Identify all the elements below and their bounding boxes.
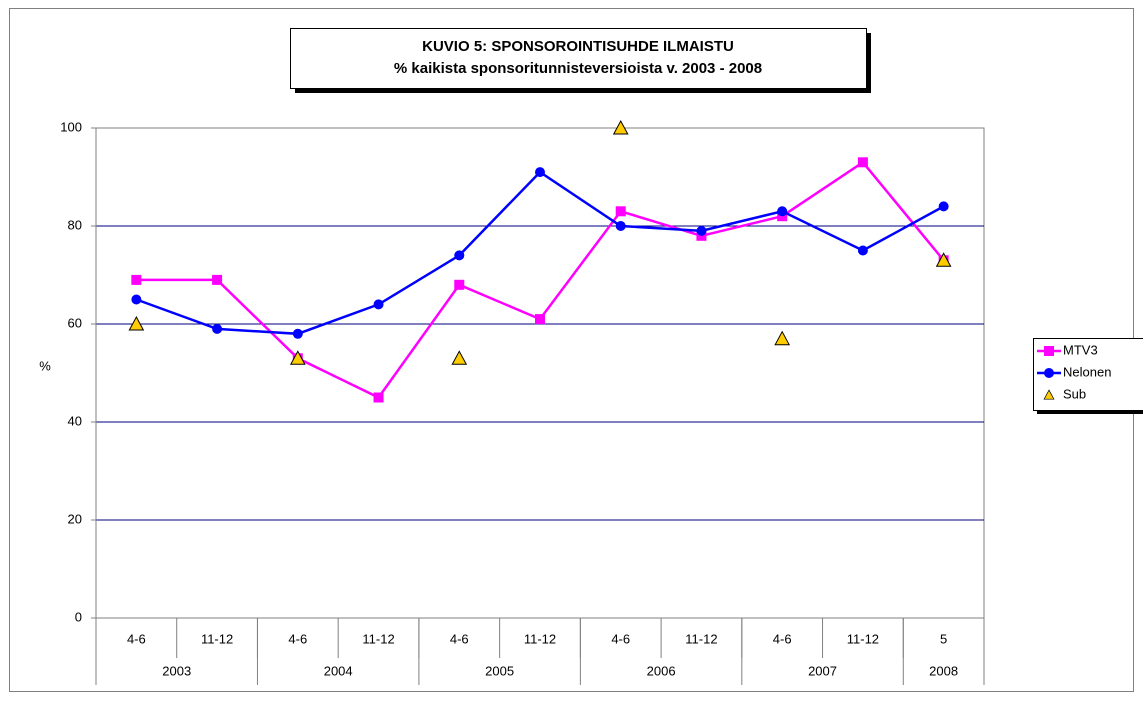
plot-area: [95, 127, 985, 619]
x-tick-label: 4-6: [127, 631, 146, 646]
data-point: [373, 392, 384, 403]
data-point: [615, 206, 626, 217]
data-point: [935, 252, 952, 267]
y-axis-label: %: [39, 358, 51, 373]
data-point: [292, 328, 303, 339]
chart-title: KUVIO 5: SPONSOROINTISUHDE ILMAISTU: [422, 38, 734, 55]
data-point: [615, 221, 626, 231]
data-point: [857, 157, 868, 168]
data-point: [612, 119, 629, 135]
data-point: [454, 250, 465, 261]
legend-label: Nelonen: [1063, 364, 1111, 379]
x-group-label: 2007: [808, 663, 837, 678]
legend-marker: [1043, 389, 1055, 400]
data-point: [535, 167, 545, 178]
x-group-label: 2004: [324, 663, 353, 678]
x-tick-label: 5: [940, 631, 947, 646]
data-point: [131, 274, 142, 285]
data-point: [535, 314, 545, 325]
y-tick-label: 100: [60, 119, 82, 134]
title-box: [290, 28, 867, 89]
x-tick-label: 4-6: [288, 631, 307, 646]
data-point: [857, 245, 868, 256]
data-point: [454, 279, 465, 290]
x-group-label: 2008: [929, 663, 958, 678]
x-group-label: 2005: [485, 663, 514, 678]
y-tick-label: 20: [68, 511, 82, 526]
y-tick-label: 60: [68, 315, 82, 330]
data-point: [212, 274, 223, 285]
data-point: [131, 294, 142, 305]
legend-label: Sub: [1063, 386, 1086, 401]
x-tick-label: 11-12: [362, 631, 394, 646]
legend-marker: [1044, 346, 1054, 356]
data-point: [774, 330, 791, 346]
data-point: [212, 323, 223, 334]
y-tick-label: 0: [75, 609, 82, 624]
chart-subtitle: % kaikista sponsoritunnisteversioista v.…: [394, 60, 762, 77]
x-tick-label: 4-6: [450, 631, 469, 646]
data-point: [451, 350, 468, 365]
y-tick-label: 40: [68, 413, 82, 428]
x-tick-label: 11-12: [201, 631, 233, 646]
x-tick-label: 11-12: [847, 631, 879, 646]
data-point: [289, 350, 306, 365]
x-tick-label: 11-12: [524, 631, 556, 646]
x-group-label: 2003: [162, 663, 191, 678]
data-point: [373, 299, 384, 310]
data-point: [938, 201, 949, 212]
legend-marker: [1044, 368, 1054, 378]
x-tick-label: 4-6: [611, 631, 630, 646]
x-group-label: 2006: [647, 663, 676, 678]
x-tick-label: 4-6: [773, 631, 792, 646]
data-point: [696, 225, 707, 236]
data-point: [128, 315, 145, 331]
x-tick-label: 11-12: [685, 631, 717, 646]
y-tick-label: 80: [68, 217, 82, 232]
legend-label: MTV3: [1063, 342, 1098, 357]
data-point: [777, 206, 788, 217]
